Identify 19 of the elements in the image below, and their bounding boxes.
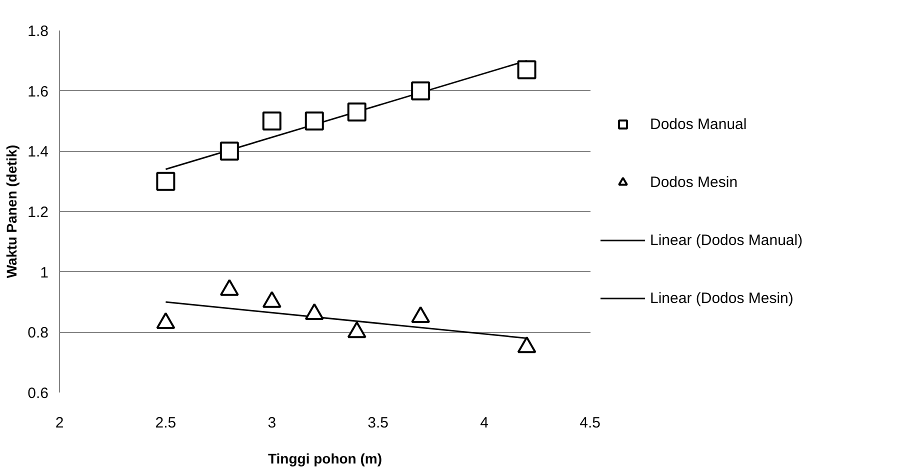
y-tick-label: 0.6 [28,385,49,402]
x-tick-label: 2.5 [155,414,176,432]
x-tick-label: 2 [55,414,64,432]
y-tick-label: 1.2 [28,204,49,221]
x-tick-label: 4.5 [580,414,601,432]
y-tick-label: 1 [40,264,48,282]
y-tick-label: 0.8 [28,324,49,342]
y-tick-label: 1.6 [28,83,49,100]
y-axis-title: Waktu Panen (detik) [4,144,20,278]
legend-label: Linear (Dodos Mesin) [650,290,794,306]
x-tick-label: 3 [268,414,276,432]
legend-label: Linear (Dodos Manual) [650,232,803,248]
x-axis-title: Tinggi pohon (m) [268,450,382,466]
x-tick-label: 3.5 [368,414,389,432]
legend-label: Dodos Mesin [650,174,738,190]
legend-label: Dodos Manual [650,116,747,132]
x-tick-label: 4 [480,414,488,432]
y-tick-label: 1.8 [28,23,49,40]
y-tick-label: 1.4 [28,144,49,161]
